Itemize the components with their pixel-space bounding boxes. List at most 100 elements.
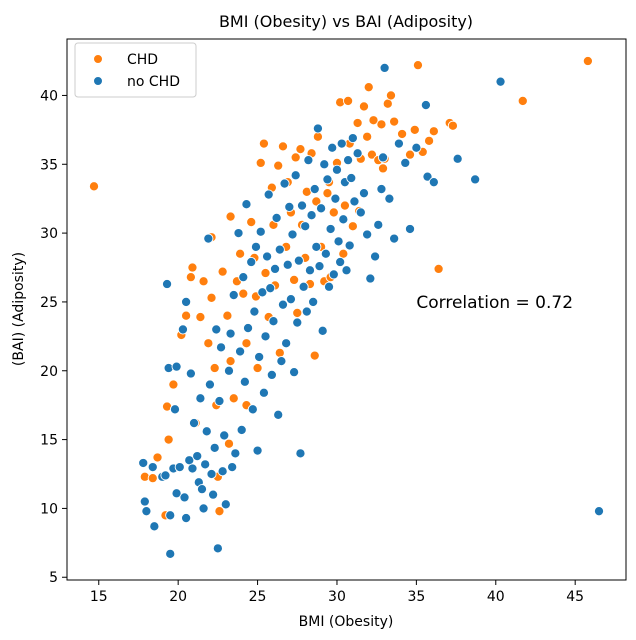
point-chd (412, 60, 424, 71)
point-no-chd (233, 228, 244, 239)
point-no-chd (304, 265, 316, 276)
point-no-chd (212, 543, 223, 554)
point-chd (352, 117, 363, 129)
point-chd (235, 248, 246, 259)
point-no-chd (149, 521, 160, 532)
point-chd (447, 120, 458, 131)
point-no-chd (271, 212, 282, 224)
point-no-chd (373, 219, 384, 230)
point-no-chd (316, 203, 327, 214)
point-no-chd (181, 296, 192, 307)
point-chd (290, 152, 301, 163)
point-no-chd (230, 448, 241, 459)
point-chd (368, 115, 379, 126)
point-no-chd (201, 426, 212, 437)
point-chd (181, 310, 192, 321)
point-no-chd (211, 324, 222, 335)
point-chd (152, 452, 163, 463)
point-chd (198, 276, 209, 287)
x-tick-label: 15 (90, 589, 108, 605)
point-chd (397, 128, 408, 140)
x-tick-label: 40 (487, 589, 505, 605)
point-chd (214, 506, 225, 517)
point-chd (88, 181, 100, 192)
point-chd (222, 310, 233, 321)
point-no-chd (179, 492, 190, 503)
point-no-chd (215, 342, 227, 353)
x-axis-label: BMI (Obesity) (299, 614, 394, 630)
point-no-chd (346, 172, 357, 184)
point-no-chd (238, 272, 249, 283)
point-no-chd (298, 281, 309, 292)
point-chd (185, 272, 196, 283)
point-chd (255, 157, 266, 168)
point-chd (277, 141, 289, 152)
point-no-chd (263, 189, 274, 200)
point-no-chd (335, 256, 346, 268)
point-chd (517, 95, 528, 106)
point-no-chd (192, 451, 203, 462)
point-no-chd (322, 174, 333, 185)
x-tick-label: 35 (407, 589, 425, 605)
point-no-chd (495, 76, 506, 87)
point-no-chd (317, 325, 328, 336)
point-no-chd (284, 201, 295, 212)
point-chd (225, 356, 236, 367)
point-no-chd (273, 409, 284, 420)
point-no-chd (169, 404, 181, 415)
y-tick-label: 40 (40, 88, 58, 104)
point-no-chd (349, 196, 360, 207)
point-chd (404, 149, 416, 160)
point-no-chd (290, 170, 301, 181)
point-no-chd (235, 346, 246, 357)
point-chd (168, 379, 179, 390)
y-tick-label: 35 (40, 157, 58, 173)
point-no-chd (274, 244, 285, 255)
point-no-chd (365, 273, 376, 284)
point-chd (295, 144, 306, 155)
point-no-chd (188, 418, 200, 429)
point-chd (260, 267, 271, 279)
point-no-chd (249, 306, 260, 317)
point-no-chd (185, 368, 196, 379)
point-chd (238, 288, 249, 299)
legend-marker-no-chd (93, 76, 103, 86)
point-no-chd (141, 506, 152, 517)
point-no-chd (289, 367, 300, 378)
point-no-chd (308, 296, 319, 307)
point-no-chd (217, 466, 228, 477)
point-no-chd (384, 193, 395, 204)
point-no-chd (347, 133, 358, 144)
y-axis-label: (BAI) (Adiposity) (11, 252, 27, 366)
point-no-chd (160, 470, 171, 481)
point-no-chd (325, 223, 336, 235)
point-no-chd (219, 430, 230, 441)
point-chd (343, 95, 354, 106)
point-no-chd (328, 269, 339, 280)
point-no-chd (262, 251, 273, 262)
point-no-chd (196, 484, 208, 495)
point-no-chd (338, 214, 349, 225)
point-no-chd (420, 100, 431, 111)
point-no-chd (333, 236, 344, 247)
point-chd (424, 135, 435, 146)
point-no-chd (311, 241, 322, 252)
point-no-chd (281, 338, 292, 349)
point-no-chd (296, 200, 308, 211)
point-no-chd (279, 178, 290, 189)
y-tick-label: 20 (40, 364, 58, 380)
point-chd (209, 362, 220, 374)
point-chd (428, 126, 439, 137)
point-chd (347, 221, 358, 232)
point-no-chd (214, 395, 225, 407)
point-no-chd (260, 331, 271, 342)
point-no-chd (265, 283, 276, 294)
point-no-chd (239, 376, 250, 387)
point-no-chd (323, 281, 335, 292)
point-no-chd (250, 241, 262, 252)
point-no-chd (428, 177, 439, 188)
point-no-chd (285, 294, 296, 305)
point-no-chd (355, 207, 366, 218)
point-no-chd (171, 488, 182, 499)
point-chd (358, 101, 370, 112)
